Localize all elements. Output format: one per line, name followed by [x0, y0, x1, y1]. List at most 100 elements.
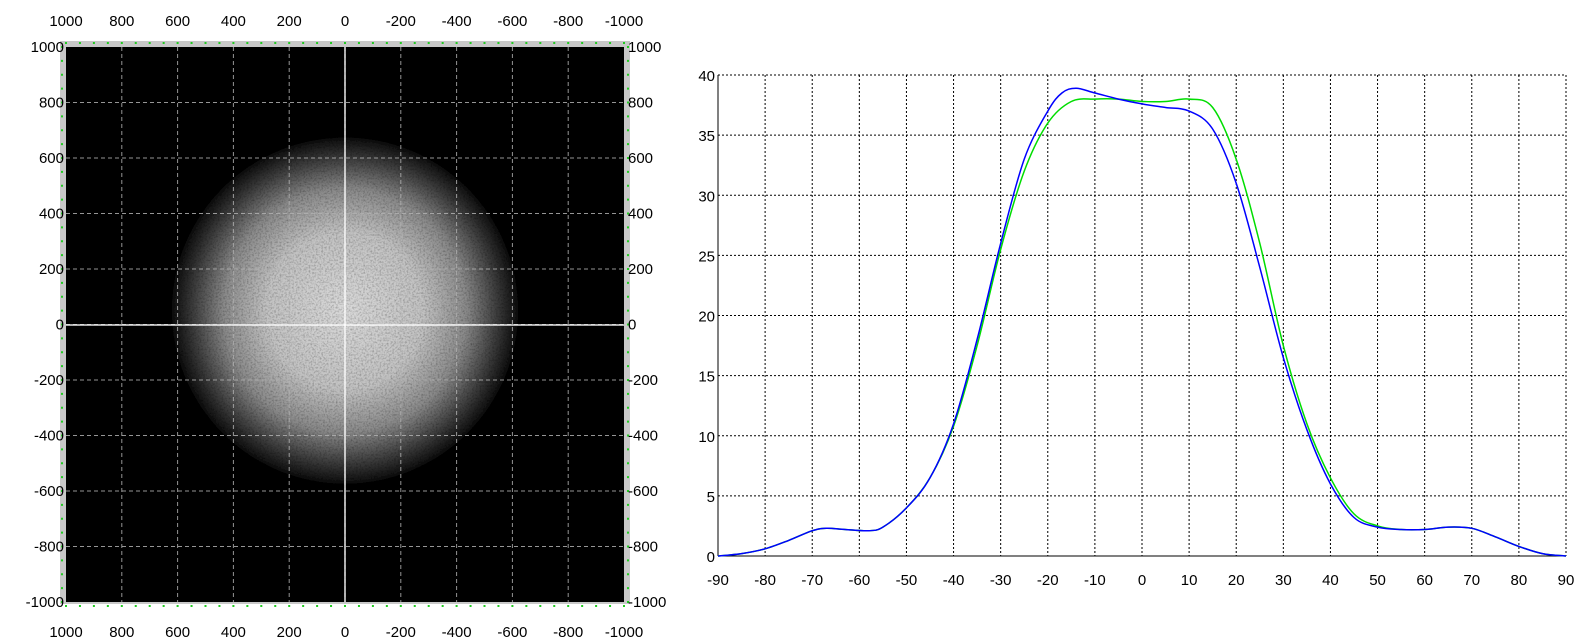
heatmap-edge-dot — [609, 605, 612, 607]
heatmap-edge-dot — [627, 448, 629, 451]
heatmap-edge-dot — [627, 87, 629, 90]
heatmap-edge-dot — [581, 42, 584, 44]
heatmap-x-tick-top: 600 — [165, 13, 190, 30]
heatmap-edge-dot — [61, 587, 63, 590]
plot-x-tick: -90 — [707, 572, 729, 589]
heatmap-edge-dot — [344, 605, 346, 607]
heatmap-edge-dot — [61, 490, 63, 492]
heatmap-edge-dot — [627, 531, 629, 534]
heatmap-edge-dot — [455, 605, 458, 607]
heatmap-edge-dot — [288, 605, 291, 607]
heatmap-edge-dot — [61, 517, 63, 520]
heatmap-edge-dot — [330, 42, 333, 44]
heatmap-edge-dot — [61, 101, 63, 104]
heatmap-edge-dot — [61, 240, 63, 243]
heatmap-edge-dot — [61, 184, 63, 187]
heatmap-edge-dot — [61, 143, 63, 146]
heatmap-edge-dot — [61, 268, 63, 270]
heatmap-edge-dot — [483, 42, 486, 44]
heatmap-edge-dot — [260, 605, 263, 607]
heatmap-edge-dot — [344, 42, 346, 44]
heatmap-edge-dot — [483, 605, 486, 607]
heatmap-y-tick-right: 200 — [628, 261, 653, 278]
heatmap-edge-dot — [581, 605, 584, 607]
heatmap-y-tick-right: -200 — [628, 372, 658, 389]
heatmap-edge-dot — [627, 406, 629, 409]
heatmap-edge-dot — [371, 605, 374, 607]
heatmap-edge-dot — [623, 605, 625, 607]
heatmap-edge-dot — [61, 73, 63, 76]
heatmap-y-tick-left: 1000 — [31, 39, 64, 56]
heatmap-edge-dot — [246, 605, 249, 607]
heatmap-x-tick-top: 200 — [277, 13, 302, 30]
heatmap-edge-dot — [316, 605, 319, 607]
plot-x-tick: 30 — [1275, 572, 1292, 589]
plot-y-tick: 30 — [698, 188, 715, 205]
heatmap-edge-dot — [316, 42, 319, 44]
heatmap-edge-dot — [61, 573, 63, 576]
plot-x-tick: 60 — [1416, 572, 1433, 589]
heatmap-x-tick-top: 1000 — [49, 13, 82, 30]
heatmap-edge-dot — [627, 545, 629, 548]
heatmap-edge-dot — [134, 42, 137, 44]
heatmap-edge-dot — [627, 462, 629, 465]
heatmap-edge-dot — [539, 605, 542, 607]
heatmap-y-tick-left: -1000 — [26, 594, 64, 611]
heatmap-edge-dot — [455, 42, 458, 44]
heatmap-edge-dot — [218, 42, 221, 44]
heatmap-x-tick-bottom: 200 — [277, 624, 302, 641]
heatmap-edge-dot — [567, 605, 570, 607]
heatmap-edge-dot — [627, 351, 629, 354]
heatmap-edge-dot — [627, 226, 629, 229]
heatmap-edge-dot — [627, 240, 629, 243]
plot-x-tick: -80 — [754, 572, 776, 589]
heatmap-edge-dot — [204, 605, 207, 607]
heatmap-edge-dot — [61, 559, 63, 562]
heatmap-edge-dot — [204, 42, 207, 44]
heatmap-edge-dot — [497, 42, 500, 44]
heatmap-edge-dot — [218, 605, 221, 607]
plot-y-tick: 35 — [698, 128, 715, 145]
heatmap-edge-dot — [627, 281, 629, 284]
plot-series — [717, 87, 1567, 557]
heatmap-edge-dot — [469, 605, 472, 607]
heatmap-edge-dot — [61, 434, 63, 437]
heatmap-x-tick-top: -200 — [386, 13, 416, 30]
heatmap-edge-dot — [627, 392, 629, 395]
heatmap-edge-dot — [148, 42, 151, 44]
plot-x-tick: 80 — [1511, 572, 1528, 589]
heatmap-edge-dot — [78, 605, 81, 607]
heatmap-edge-dot — [176, 42, 179, 44]
heatmap-edge-dot — [399, 605, 402, 607]
heatmap-edge-dot — [61, 601, 63, 603]
heatmap-edge-dot — [288, 42, 291, 44]
heatmap-x-tick-bottom: -1000 — [605, 624, 643, 641]
heatmap-edge-dot — [627, 601, 629, 603]
heatmap-edge-dot — [399, 42, 402, 44]
heatmap-edge-dot — [413, 42, 416, 44]
heatmap-edge-dot — [61, 351, 63, 354]
plot-y-tick: 0 — [707, 549, 715, 566]
heatmap-edge-dot — [627, 420, 629, 423]
heatmap-edge-dot — [627, 295, 629, 298]
heatmap-edge-dot — [627, 490, 629, 492]
heatmap-edge-dot — [627, 101, 629, 104]
heatmap-edge-dot — [627, 143, 629, 146]
plot-y-tick: 25 — [698, 248, 715, 265]
heatmap-edge-dot — [61, 379, 63, 381]
heatmap-edge-dot — [627, 73, 629, 76]
heatmap-y-tick-left: -800 — [34, 539, 64, 556]
heatmap-y-tick-left: 400 — [39, 206, 64, 223]
heatmap-x-tick-bottom: -800 — [553, 624, 583, 641]
heatmap-edge-dot — [65, 42, 67, 44]
heatmap-edge-dot — [61, 46, 63, 48]
heatmap-y-tick-right: -800 — [628, 539, 658, 556]
heatmap-y-tick-right: 800 — [628, 95, 653, 112]
heatmap-x-tick-bottom: -400 — [442, 624, 472, 641]
heatmap-edge-dot — [92, 605, 95, 607]
heatmap-edge-dot — [78, 42, 81, 44]
heatmap-edge-dot — [61, 545, 63, 548]
heatmap-edge-dot — [61, 406, 63, 409]
plot-x-tick: -30 — [990, 572, 1012, 589]
heatmap-edge-dot — [61, 115, 63, 118]
